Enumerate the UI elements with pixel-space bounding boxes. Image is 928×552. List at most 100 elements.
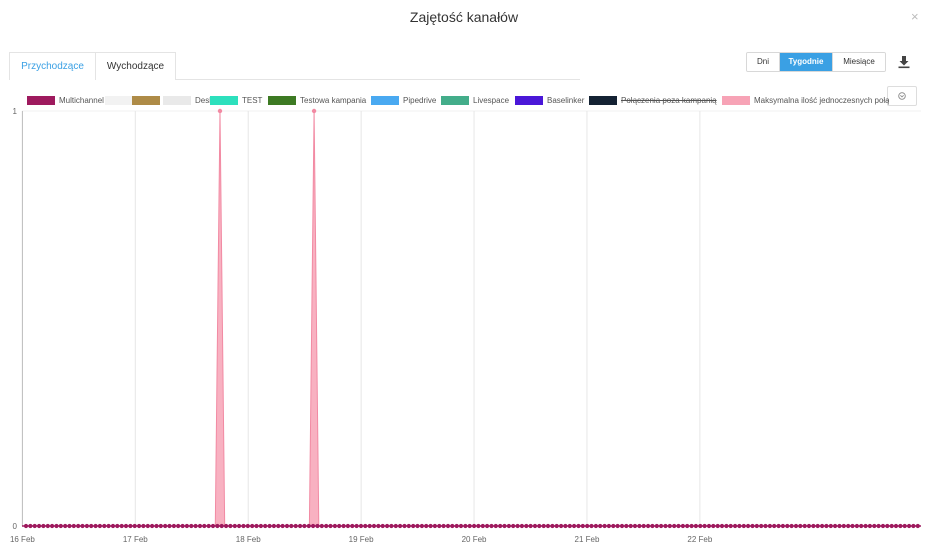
legend-swatch: [163, 95, 191, 105]
multichannel-point: [572, 523, 577, 529]
multichannel-point: [354, 523, 359, 529]
x-tick-label: 17 Feb: [123, 535, 148, 544]
multichannel-point: [154, 523, 159, 529]
multichannel-point: [637, 523, 642, 529]
legend-label: Desk: [195, 95, 214, 105]
multichannel-point: [54, 523, 59, 529]
multichannel-point: [376, 523, 381, 529]
multichannel-point: [789, 523, 794, 529]
legend-swatch: [722, 95, 750, 105]
legend-label: Maksymalna ilość jednoczesnych połą: [754, 95, 889, 105]
multichannel-point: [846, 523, 851, 529]
multichannel-point: [232, 523, 237, 529]
multichannel-point: [197, 523, 203, 529]
multichannel-point: [545, 523, 551, 529]
multichannel-point: [628, 523, 633, 529]
multichannel-point: [615, 523, 620, 529]
multichannel-point: [537, 523, 542, 529]
multichannel-point: [419, 523, 424, 529]
legend-swatch: [27, 95, 55, 105]
multichannel-point: [828, 523, 833, 529]
dialog-title: Zajętość kanałów: [409, 9, 519, 25]
multichannel-point: [850, 523, 855, 529]
multichannel-point: [328, 523, 333, 529]
legend-swatch: [589, 95, 617, 105]
multichannel-point: [859, 523, 864, 529]
multichannel-point: [667, 523, 672, 529]
multichannel-point: [293, 523, 298, 529]
multichannel-point: [798, 523, 803, 529]
period-weeks-button[interactable]: Tygodnie: [779, 53, 832, 71]
multichannel-point: [506, 523, 511, 529]
multichannel-point: [659, 523, 664, 529]
multichannel-point: [110, 523, 116, 529]
legend-item-multichannel[interactable]: Multichannel: [27, 94, 104, 106]
download-icon[interactable]: [896, 54, 912, 70]
legend-item-unnamed-1[interactable]: [105, 94, 137, 106]
multichannel-point: [802, 523, 807, 529]
multichannel-point: [106, 523, 111, 529]
period-months-button[interactable]: Miesiące: [832, 53, 885, 71]
multichannel-point: [180, 523, 185, 529]
close-icon[interactable]: ×: [911, 9, 919, 24]
multichannel-point: [454, 523, 459, 529]
multichannel-point: [785, 523, 790, 529]
legend-item-maksymalna[interactable]: Maksymalna ilość jednoczesnych połą: [722, 94, 889, 106]
multichannel-point: [228, 523, 233, 529]
multichannel-point: [815, 523, 820, 529]
multichannel-point: [689, 523, 694, 529]
multichannel-point: [380, 523, 385, 529]
multichannel-point: [824, 523, 829, 529]
multichannel-point: [367, 523, 372, 529]
multichannel-point: [563, 523, 568, 529]
multichannel-point: [167, 523, 172, 529]
multichannel-point: [32, 523, 37, 529]
multichannel-point: [733, 523, 738, 529]
multichannel-point: [50, 523, 55, 529]
multichannel-point: [67, 523, 72, 529]
legend-item-desk[interactable]: Desk: [163, 94, 213, 106]
multichannel-point: [37, 523, 42, 529]
multichannel-point: [767, 523, 773, 529]
multichannel-point: [911, 523, 916, 529]
multichannel-point: [132, 523, 137, 529]
multichannel-point: [158, 523, 163, 529]
multichannel-point: [907, 523, 912, 529]
multichannel-point: [437, 523, 442, 529]
multichannel-point: [511, 523, 516, 529]
period-days-button[interactable]: Dni: [747, 53, 779, 71]
tab-incoming[interactable]: Przychodzące: [9, 52, 96, 80]
multichannel-point: [902, 523, 907, 529]
multichannel-point: [115, 523, 120, 529]
legend-swatch: [210, 95, 238, 105]
multichannel-point: [893, 523, 899, 529]
x-tick-label: 18 Feb: [236, 535, 261, 544]
legend-toggle-button[interactable]: [887, 86, 917, 106]
multichannel-point: [480, 523, 485, 529]
legend-item-testowa-kampania[interactable]: Testowa kampania: [268, 94, 366, 106]
multichannel-point: [702, 523, 707, 529]
legend-swatch: [371, 95, 399, 105]
multichannel-point: [119, 523, 124, 529]
multichannel-point: [532, 523, 538, 529]
legend-item-baselinker[interactable]: Baselinker: [515, 94, 584, 106]
multichannel-point: [780, 523, 786, 529]
legend-item-pipedrive[interactable]: Pipedrive: [371, 94, 436, 106]
multichannel-point: [150, 523, 155, 529]
multichannel-point: [759, 523, 764, 529]
multichannel-point: [472, 523, 477, 529]
legend-item-poza-kampania[interactable]: Połączenia poza kampanią: [589, 94, 717, 106]
multichannel-point: [441, 523, 446, 529]
multichannel-point: [728, 523, 733, 529]
multichannel-point: [611, 523, 616, 529]
multichannel-point: [415, 523, 420, 529]
multichannel-point: [624, 523, 629, 529]
legend-item-unnamed-2[interactable]: [132, 94, 164, 106]
multichannel-point: [915, 523, 920, 529]
legend-item-test[interactable]: TEST: [210, 94, 262, 106]
legend-item-livespace[interactable]: Livespace: [441, 94, 509, 106]
multichannel-point: [450, 523, 455, 529]
multichannel-point: [445, 523, 451, 529]
tab-outgoing[interactable]: Wychodzące: [95, 52, 176, 80]
multichannel-point: [580, 523, 585, 529]
